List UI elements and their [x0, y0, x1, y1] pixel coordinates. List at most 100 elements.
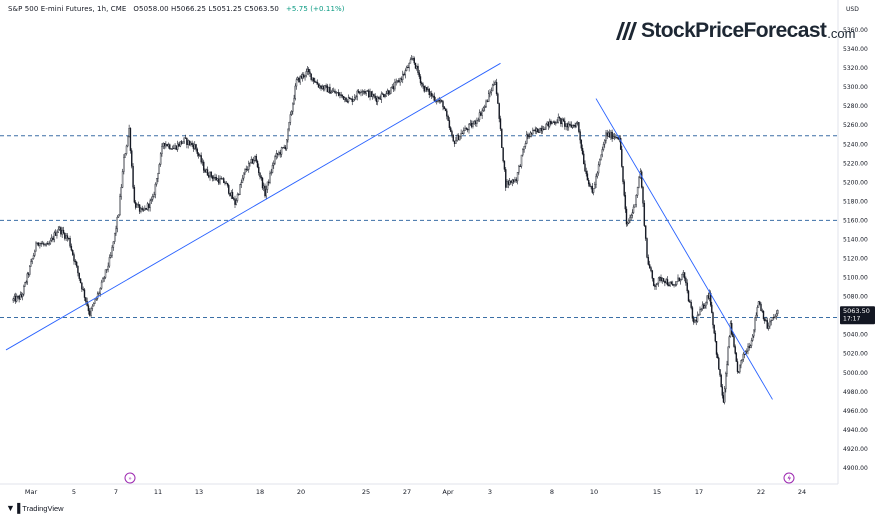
candle-body	[624, 195, 627, 210]
candle-body	[507, 181, 510, 185]
candle-body	[231, 192, 234, 199]
candle-body	[518, 165, 520, 173]
candle-body	[742, 353, 745, 360]
candle-body	[389, 93, 391, 95]
candle-body	[241, 177, 244, 183]
time-tick-label: 5	[72, 488, 76, 496]
candle-body	[34, 250, 36, 256]
candle-body	[718, 357, 720, 370]
candle-body	[729, 323, 732, 337]
candle-body	[53, 232, 56, 240]
candle-body	[369, 91, 371, 98]
candle-body	[713, 324, 715, 334]
candle-body	[689, 300, 691, 303]
candle-body	[442, 101, 444, 108]
price-tick-label: 5280.00	[843, 103, 868, 110]
candle-body	[66, 235, 69, 239]
candle-body	[551, 121, 553, 124]
candle-body	[233, 198, 235, 200]
candle-body	[326, 85, 329, 93]
candle-body	[30, 261, 32, 267]
candle-body	[223, 178, 225, 183]
events-marker-right[interactable]	[783, 472, 795, 484]
candle-body	[681, 273, 683, 280]
candle-body	[349, 97, 351, 99]
candle-body	[359, 92, 361, 94]
candle-body	[64, 232, 66, 239]
candle-body	[760, 303, 762, 312]
candle-body	[75, 261, 78, 267]
instrument-header: S&P 500 E-mini Futures, 1h, CME O5058.00…	[8, 5, 345, 13]
candle-body	[112, 241, 115, 248]
candle-body	[685, 277, 687, 284]
candle-body	[274, 156, 276, 164]
candle-body	[581, 148, 584, 155]
candle-body	[270, 172, 272, 174]
candle-body	[408, 63, 410, 69]
time-axis-ticks: Mar 5 7 11 13 18 20 25 27 Apr 3 8 10 15 17 22 24	[25, 488, 806, 496]
candle-body	[141, 208, 143, 210]
price-tick-label: 4900.00	[843, 465, 868, 472]
events-marker-left[interactable]: »	[124, 472, 136, 484]
event-circle-icon[interactable]	[124, 472, 136, 484]
candle-body	[190, 142, 192, 145]
candle-body	[52, 237, 54, 240]
candle-body	[592, 188, 595, 193]
candle-body	[362, 91, 365, 93]
candle-body	[206, 169, 209, 176]
candle-body	[264, 185, 266, 197]
candle-body	[412, 58, 414, 60]
candle-body	[199, 155, 201, 157]
candle-body	[490, 90, 493, 93]
trendline-2[interactable]	[595, 98, 773, 400]
candle-body	[47, 243, 49, 245]
candle-body	[73, 254, 75, 262]
candle-body	[771, 317, 774, 321]
candle-body	[586, 173, 589, 181]
candle-body	[606, 132, 608, 137]
candle-body	[502, 147, 504, 162]
candle-body	[751, 335, 754, 341]
candle-body	[728, 336, 731, 348]
candle-body	[569, 123, 571, 126]
candle-body	[98, 292, 100, 295]
candle-body	[90, 308, 92, 316]
candle-body	[635, 195, 637, 205]
candle-body	[60, 227, 62, 235]
candle-body	[195, 144, 197, 150]
candle-body	[258, 166, 260, 173]
candle-body	[310, 73, 312, 80]
candle-body	[324, 85, 326, 90]
candle-body	[636, 187, 639, 196]
candle-body	[719, 369, 721, 376]
candle-body	[49, 240, 52, 244]
tradingview-footer[interactable]: ▼▐ TradingView	[6, 503, 64, 513]
stockpriceforecast-logo: StockPriceForecast .com	[614, 19, 855, 43]
last-price-label: 5063.50 17:17	[840, 306, 875, 325]
candle-body	[385, 93, 387, 97]
candle-body	[485, 100, 487, 107]
time-tick-label: 11	[154, 488, 162, 496]
trendline-1[interactable]	[5, 62, 501, 351]
candle-body	[276, 153, 279, 155]
candle-body	[601, 149, 603, 156]
time-tick-label: 13	[195, 488, 203, 496]
candle-body	[16, 296, 18, 302]
candle-body	[41, 243, 44, 245]
candle-body	[497, 93, 499, 104]
tradingview-brand: TradingView	[22, 503, 64, 513]
candle-body	[463, 130, 465, 134]
candle-body	[187, 140, 189, 146]
candle-body	[573, 124, 575, 126]
candle-body	[595, 176, 597, 185]
candle-body	[163, 142, 166, 147]
candle-body	[630, 215, 632, 218]
candle-body	[526, 134, 528, 144]
price-tick-label: 5340.00	[843, 46, 868, 53]
candle-body	[146, 203, 149, 210]
candle-body	[499, 118, 502, 130]
candle-body	[591, 186, 594, 193]
candle-body	[749, 345, 752, 349]
price-tick-label: 5040.00	[843, 332, 868, 339]
